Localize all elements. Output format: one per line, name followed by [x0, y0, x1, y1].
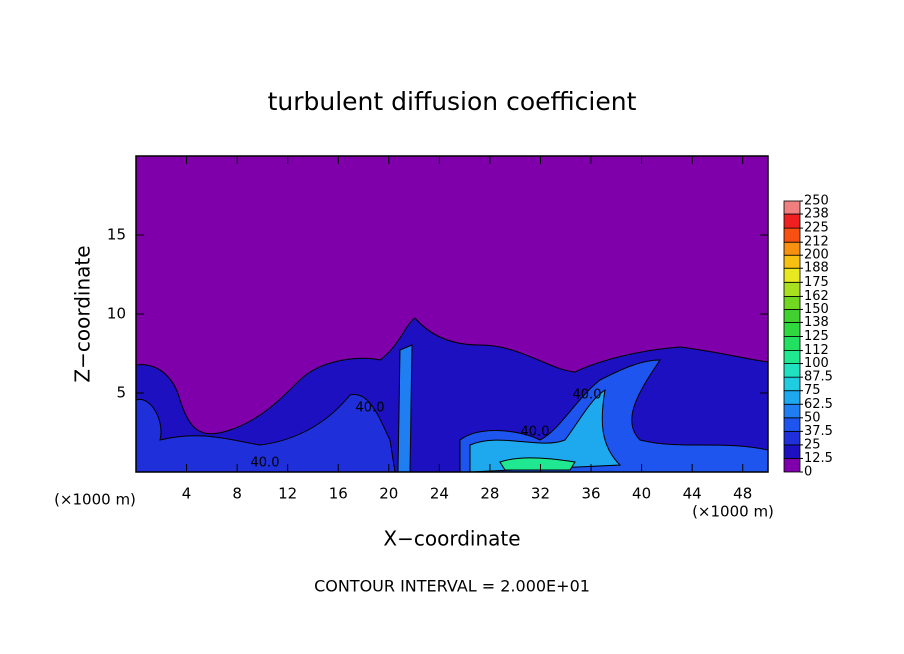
contour-label: 40.0 — [356, 401, 385, 416]
x-axis-label: X−coordinate — [383, 527, 520, 551]
footnote: CONTOUR INTERVAL = 2.000E+01 — [314, 577, 590, 596]
x-unit-left: (×1000 m) — [54, 491, 136, 509]
colorbar-box — [783, 200, 801, 215]
x-tick-label: 24 — [430, 485, 449, 503]
colorbar-label: 50 — [804, 410, 821, 425]
colorbar-label: 62.5 — [804, 397, 833, 412]
contour-region — [499, 457, 576, 471]
colorbar-box — [783, 254, 801, 269]
colorbar-box — [783, 363, 801, 378]
x-tick-label: 20 — [379, 485, 398, 503]
contour-region — [397, 344, 413, 473]
colorbar-box — [783, 376, 801, 392]
colorbar-label: 212 — [804, 235, 829, 250]
colorbar-box — [783, 267, 801, 283]
y-tick-label: 15 — [107, 226, 126, 244]
colorbar-label: 162 — [804, 289, 829, 304]
colorbar-box — [783, 213, 801, 229]
colorbar-label: 112 — [804, 343, 829, 358]
x-tick-label: 44 — [683, 485, 702, 503]
x-tick-label: 16 — [329, 485, 348, 503]
contour-label: 40.0 — [521, 425, 550, 440]
colorbar-box — [783, 430, 801, 446]
colorbar-box — [783, 295, 801, 310]
colorbar-label: 238 — [804, 207, 829, 222]
contour-region — [135, 394, 396, 473]
x-tick-label: 32 — [531, 485, 550, 503]
x-tick-label: 40 — [632, 485, 651, 503]
colorbar-box — [783, 336, 801, 351]
colorbar-box — [783, 308, 801, 323]
contour-label: 40.0 — [251, 456, 280, 471]
x-tick-label: 36 — [581, 485, 600, 503]
colorbar-label: 138 — [804, 315, 829, 330]
chart-title: turbulent diffusion coefficient — [268, 87, 637, 116]
colorbar-box — [783, 390, 801, 405]
colorbar-box — [783, 444, 801, 459]
x-tick-label: 4 — [182, 485, 192, 503]
y-tick-label: 10 — [107, 305, 126, 323]
colorbar-label: 12.5 — [804, 451, 833, 466]
colorbar-label: 125 — [804, 329, 829, 344]
x-tick-label: 48 — [733, 485, 752, 503]
contour-label: 40.0 — [573, 388, 602, 403]
x-unit-right: (×1000 m) — [692, 503, 774, 521]
y-axis-label: Z−coordinate — [71, 245, 95, 382]
colorbar-label: 25 — [804, 437, 821, 452]
colorbar-box — [783, 241, 801, 256]
colorbar-label: 0 — [804, 465, 812, 480]
contour-field — [135, 156, 769, 473]
x-tick-label: 28 — [480, 485, 499, 503]
colorbar-label: 225 — [804, 221, 829, 236]
colorbar-box — [783, 403, 801, 419]
colorbar-label: 250 — [804, 194, 829, 209]
colorbar-label: 175 — [804, 275, 829, 290]
colorbar-label: 188 — [804, 261, 829, 276]
colorbar-box — [783, 281, 801, 297]
colorbar-label: 37.5 — [804, 424, 833, 439]
colorbar-box — [783, 417, 801, 432]
colorbar-box — [783, 350, 801, 365]
colorbar-box — [783, 227, 801, 243]
colorbar-box — [783, 458, 801, 473]
x-tick-label: 8 — [232, 485, 242, 503]
contour-region — [469, 388, 622, 473]
colorbar-label: 200 — [804, 248, 829, 263]
colorbar-label: 100 — [804, 356, 829, 371]
colorbar-label: 150 — [804, 302, 829, 317]
colorbar-label: 87.5 — [804, 370, 833, 385]
y-tick-label: 5 — [116, 384, 126, 402]
x-tick-label: 12 — [278, 485, 297, 503]
colorbar-label: 75 — [804, 383, 821, 398]
colorbar-box — [783, 322, 801, 337]
